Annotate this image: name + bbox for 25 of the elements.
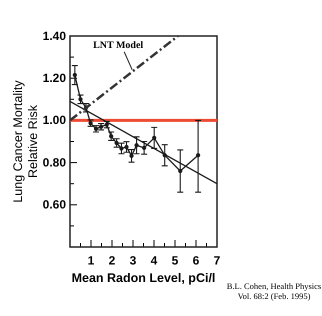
x-tick-label: 4: [150, 253, 158, 268]
annotation: LNT Model: [93, 40, 144, 51]
y-axis-title: Lung Cancer Mortality Relative Risk: [11, 80, 40, 203]
text: B.L. Cohen, Health Physics Vol. 68:2 (Feb. 1995): [226, 281, 322, 302]
point: [134, 143, 139, 148]
y-tick-label: 1.40: [42, 28, 66, 43]
y-tick-label: 1.20: [42, 71, 66, 86]
y-tick-label: 1.00: [42, 113, 66, 128]
point: [119, 146, 124, 151]
point: [129, 154, 134, 158]
point: [72, 72, 77, 78]
point: [178, 168, 182, 174]
x-axis-title: Mean Radon Level, pCi/l: [72, 271, 216, 285]
x-tick-label: 5: [172, 253, 179, 268]
x-tick-label: 3: [130, 253, 137, 268]
y-tick-label: 0.60: [42, 198, 66, 212]
x-tick-label: 2: [108, 253, 116, 268]
point: [142, 146, 146, 150]
point: [124, 144, 129, 150]
point: [152, 136, 156, 140]
y-tick-label: 0.80: [42, 155, 66, 170]
x-tick-label: 1: [88, 253, 95, 268]
x-tick-label: 7: [214, 253, 221, 268]
point: [196, 153, 200, 158]
x-tick-label: 6: [192, 253, 200, 268]
